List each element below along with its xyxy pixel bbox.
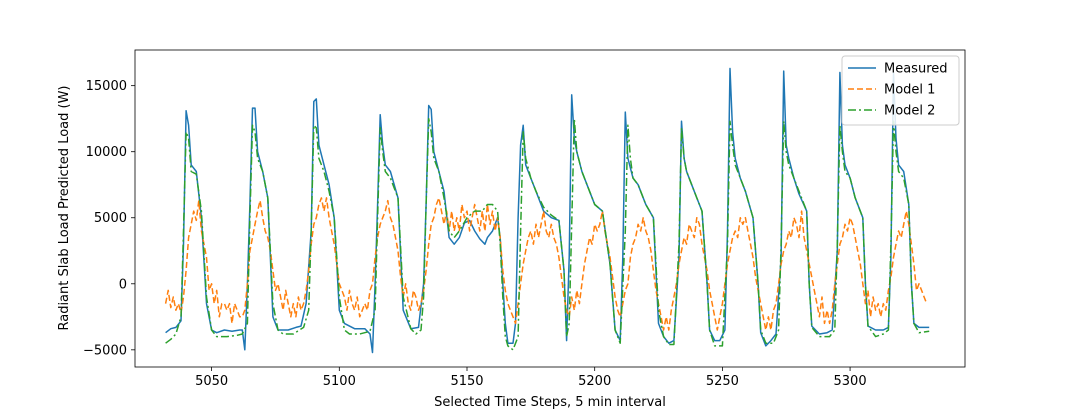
legend: Measured Model 1 Model 2 — [841, 55, 960, 126]
y-tick-label: 15000 — [86, 79, 127, 94]
plot-frame — [134, 49, 966, 368]
legend-label: Model 2 — [884, 104, 935, 119]
x-tick-label: 5100 — [323, 374, 356, 389]
x-tick-label: 5250 — [706, 374, 739, 389]
series-line-3 — [165, 117, 930, 351]
y-tick-label: 10000 — [86, 145, 127, 160]
y-axis-label: Radiant Slab Load Predicted Load (W) — [57, 85, 72, 330]
x-tick-label: 5150 — [450, 374, 483, 389]
series-line-2 — [164, 197, 928, 331]
legend-label: Model 1 — [884, 83, 935, 98]
y-axis: −5000 0 5000 10000 15000 — [83, 79, 135, 358]
y-tick-label: 5000 — [94, 211, 127, 226]
x-axis-label: Selected Time Steps, 5 min interval — [434, 395, 666, 410]
x-tick-label: 5050 — [195, 374, 228, 389]
legend-label: Measured — [884, 62, 948, 77]
series-layer — [164, 67, 930, 354]
legend-box — [841, 55, 960, 126]
y-tick-label: 0 — [119, 277, 127, 292]
x-tick-label: 5300 — [834, 374, 867, 389]
x-axis: 5050 5100 5150 5200 5250 5300 — [195, 367, 867, 389]
y-tick-label: −5000 — [83, 343, 127, 358]
x-tick-label: 5200 — [578, 374, 611, 389]
